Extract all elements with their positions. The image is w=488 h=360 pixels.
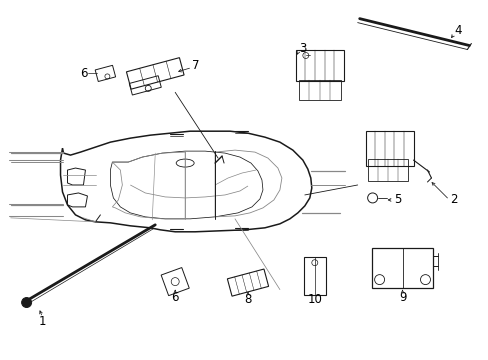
Text: 2: 2 — [449, 193, 456, 206]
Circle shape — [21, 298, 32, 307]
Text: 9: 9 — [398, 291, 406, 304]
Text: 5: 5 — [393, 193, 401, 206]
Text: 3: 3 — [299, 42, 306, 55]
Text: 6: 6 — [171, 291, 179, 304]
Text: 1: 1 — [39, 315, 46, 328]
Text: 6: 6 — [80, 67, 87, 80]
Text: 4: 4 — [454, 24, 461, 37]
Text: 8: 8 — [244, 293, 251, 306]
Text: 7: 7 — [192, 59, 200, 72]
Text: 10: 10 — [307, 293, 322, 306]
